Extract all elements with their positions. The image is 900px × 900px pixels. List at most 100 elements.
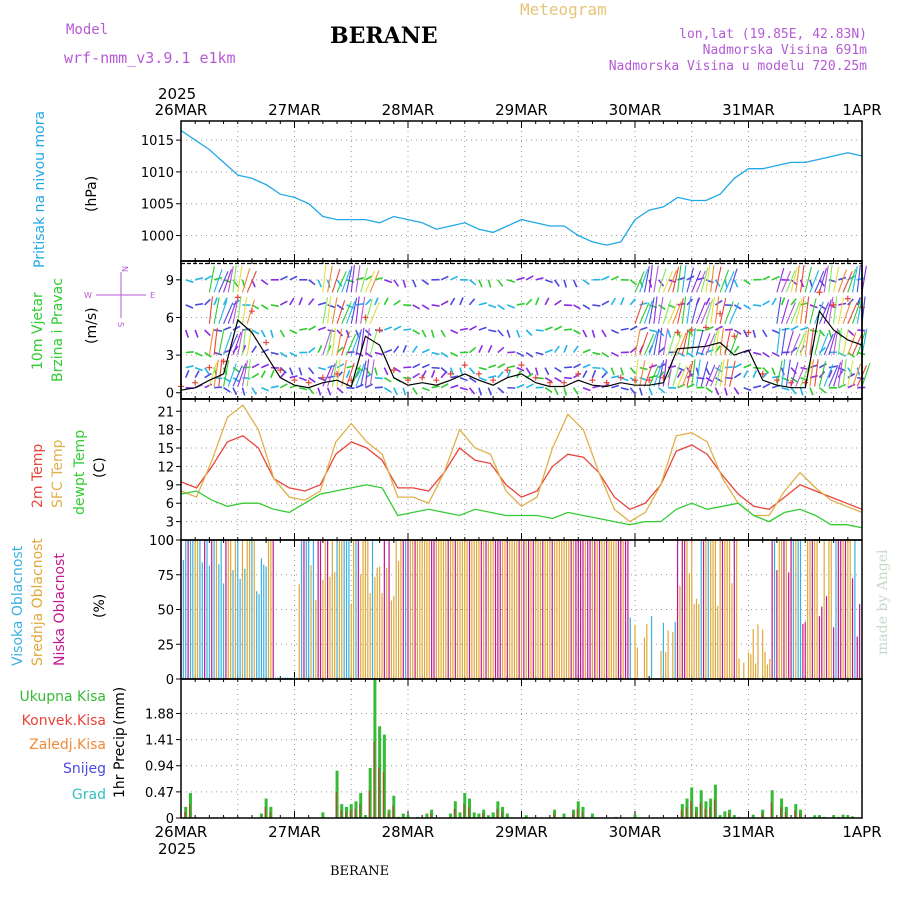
wind-arrow (814, 359, 819, 387)
gust-mark (731, 333, 738, 340)
precip-bar (713, 784, 717, 818)
precip-bar (680, 804, 684, 818)
wind-arrow (847, 268, 857, 293)
precip-bar (846, 815, 850, 818)
wind-arrow (781, 270, 792, 293)
wind-barb (591, 369, 597, 378)
wind-barb (497, 329, 504, 337)
wind-arrow (828, 265, 833, 293)
wind-barb (724, 366, 733, 369)
wind-arrow (710, 364, 721, 387)
wind-barb (620, 386, 629, 391)
gust-mark (717, 310, 724, 317)
wind-barb (582, 304, 591, 310)
wind-barb (214, 329, 223, 332)
wind-barb (185, 304, 194, 309)
wind-arrow (700, 361, 709, 387)
wind-barb (563, 328, 573, 331)
wind-arrow (729, 360, 736, 387)
wind-arrow (776, 296, 782, 324)
wind-arrow (842, 300, 852, 324)
wind-arrow (856, 331, 866, 356)
wind-arrow (232, 365, 243, 387)
wind-barb (440, 371, 448, 379)
wind-barb (629, 346, 637, 354)
wind-barb (610, 351, 619, 357)
wind-barb (752, 369, 758, 378)
precip-bar (349, 804, 353, 818)
precip-bar (799, 809, 803, 818)
wind-barb (203, 367, 210, 375)
gust-mark (561, 379, 568, 386)
wind-barb (459, 376, 468, 382)
wind-barb (355, 370, 361, 379)
gust-mark (603, 379, 610, 386)
time-label-bottom: 31MAR (722, 823, 775, 841)
wind-barb (374, 297, 379, 306)
wind-arrow (714, 361, 723, 387)
wind-barb (213, 276, 223, 281)
wind-arrow (700, 301, 711, 324)
wind-arrow (336, 271, 347, 293)
wind-barb (525, 351, 534, 358)
precip-side-label: 1hr Precip (112, 727, 128, 798)
temp-unit-label: (C) (92, 457, 108, 478)
wind-barb (431, 351, 440, 356)
wind-arrow (331, 327, 336, 356)
wind-barb (809, 329, 818, 333)
precip-bar (382, 734, 386, 818)
pressure-line (180, 129, 863, 246)
wind-arrow (785, 359, 791, 387)
panel-frame (180, 678, 863, 819)
wind-arrow (705, 265, 711, 293)
gust-mark (617, 374, 624, 381)
y-tick-label: 9 (166, 274, 174, 289)
wind-barb (468, 367, 476, 375)
pressure-side-label: Pritisak na nivou mora (32, 111, 48, 268)
wind-barb (374, 351, 383, 356)
wind-arrow (355, 296, 360, 324)
y-tick-label: 50 (157, 604, 174, 619)
wind-barb (384, 349, 393, 354)
wind-barb (771, 351, 780, 357)
wind-barb (534, 367, 539, 376)
wind-barb (601, 351, 610, 358)
precip-conv-bar (430, 813, 432, 818)
gust-mark (475, 370, 482, 377)
precip-conv-bar (264, 807, 267, 818)
wind-arrow (350, 265, 355, 293)
wind-arrow (364, 270, 375, 293)
wind-arrow (341, 331, 350, 356)
wind-barb (440, 367, 448, 374)
wind-arrow (686, 296, 692, 324)
wind-barb (365, 383, 373, 389)
wind-barb (629, 387, 636, 395)
wind-barb (383, 387, 392, 393)
wind-arrow (695, 301, 706, 324)
wind-barb (800, 302, 809, 306)
wind-arrow (809, 270, 820, 293)
wind-arrow (241, 327, 247, 356)
precip-bar (340, 804, 344, 818)
wind-barb (847, 329, 855, 336)
precip-panel: 0 0.47 0.94 1.41 1.88 (145, 679, 863, 827)
wind-arrow (729, 268, 738, 293)
wind-barb (544, 279, 553, 284)
precip-bar (363, 815, 367, 818)
precip-conv-bar (463, 804, 465, 818)
wind-barb (412, 363, 421, 369)
wind-barb (411, 279, 417, 288)
wind-barb (440, 383, 449, 389)
gust-mark (390, 367, 397, 374)
wind-barb (194, 366, 203, 372)
wind-barb (468, 387, 476, 395)
wind-barb (554, 366, 562, 373)
wind-barb (544, 326, 553, 331)
lonlat-label: lon,lat (19.85E, 42.83N) (679, 27, 867, 42)
precip-bar (723, 811, 727, 818)
wind-barb (289, 297, 295, 306)
precip-conv-bar (572, 813, 574, 818)
wind-arrow (804, 327, 810, 356)
wind-arrow (823, 265, 829, 293)
wind-barb (573, 329, 581, 335)
